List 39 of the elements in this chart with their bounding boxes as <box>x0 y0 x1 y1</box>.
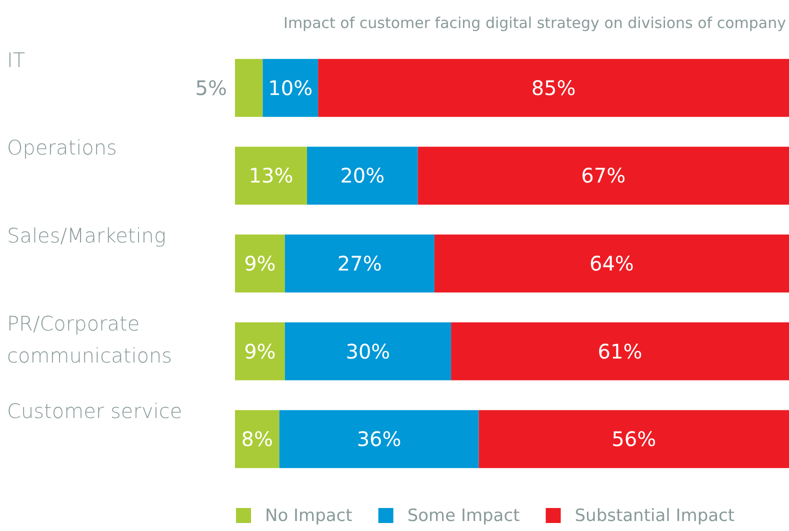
bar <box>235 234 285 292</box>
data-label: 36% <box>356 427 402 452</box>
data-label: 27% <box>337 252 382 276</box>
legend-label: No Impact <box>265 506 353 526</box>
y-tick-label: Customer service <box>7 399 182 424</box>
bar <box>284 234 434 292</box>
data-label: 56% <box>612 427 656 452</box>
data-label: 61% <box>598 339 642 364</box>
data-label: 64% <box>589 252 634 276</box>
y-tick-label: Operations <box>7 136 117 160</box>
bar <box>235 410 280 468</box>
data-label: 5% <box>195 76 227 100</box>
bar <box>318 58 789 117</box>
y-tick-label: PR/Corporate communications <box>7 311 172 368</box>
data-label: 9% <box>244 339 276 364</box>
bar <box>307 146 418 205</box>
legend-label: Substantial Impact <box>574 506 735 526</box>
data-label: 85% <box>531 76 576 100</box>
data-label: 13% <box>248 164 294 188</box>
bar <box>478 410 789 468</box>
bar <box>284 322 452 380</box>
data-label: 30% <box>346 339 390 364</box>
data-label: 8% <box>241 427 274 452</box>
bar <box>434 234 789 292</box>
bar <box>451 322 789 380</box>
bar <box>418 146 789 205</box>
data-label: 67% <box>581 164 626 188</box>
bar <box>279 410 479 468</box>
legend-label: Some Impact <box>407 506 520 526</box>
data-label: 10% <box>268 76 313 100</box>
data-label: 20% <box>340 164 385 188</box>
bar <box>235 322 285 380</box>
y-tick-label: Sales/Marketing <box>7 224 166 248</box>
chart-title: Impact of customer facing digital strategy on divisions of company <box>284 14 786 32</box>
bar <box>235 58 263 117</box>
bar <box>262 58 318 117</box>
y-tick-label: IT <box>7 48 26 72</box>
data-label: 9% <box>244 252 276 276</box>
bar <box>235 146 308 205</box>
